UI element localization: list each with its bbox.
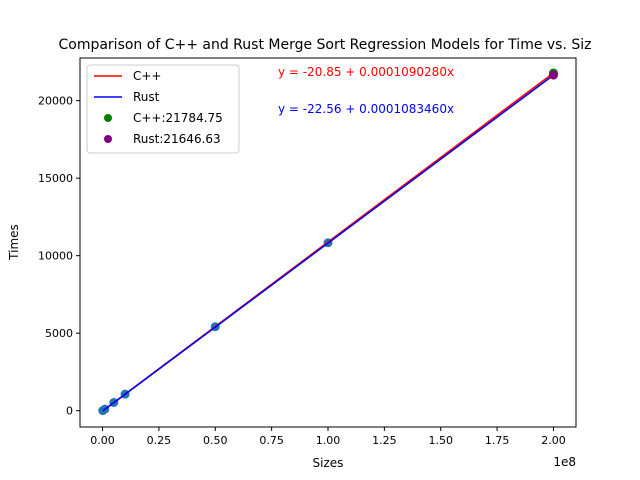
legend-label: C++ xyxy=(133,69,162,83)
highlight-point xyxy=(548,70,558,80)
y-tick-label: 20000 xyxy=(38,95,73,108)
legend-marker-swatch xyxy=(104,114,112,122)
y-tick-label: 15000 xyxy=(38,172,73,185)
x-axis-label: Sizes xyxy=(313,456,344,470)
y-axis-ticks: 0 5000 10000 15000 20000 xyxy=(38,95,80,418)
chart-title: Comparison of C++ and Rust Merge Sort Re… xyxy=(58,37,591,53)
x-tick-label: 0.00 xyxy=(90,434,115,447)
regression-equation: y = -22.56 + 0.0001083460x xyxy=(278,102,454,116)
regression-equation: y = -20.85 + 0.0001090280x xyxy=(278,65,454,79)
y-tick-label: 10000 xyxy=(38,250,73,263)
legend-label: Rust:21646.63 xyxy=(133,132,221,146)
regression-equations: y = -20.85 + 0.0001090280x y = -22.56 + 0… xyxy=(278,65,454,116)
x-tick-label: 0.75 xyxy=(259,434,284,447)
legend-box xyxy=(86,64,240,154)
y-tick-label: 5000 xyxy=(45,327,73,340)
x-tick-label: 0.25 xyxy=(147,434,172,447)
data-marks xyxy=(98,68,558,416)
legend-label: Rust xyxy=(133,90,160,104)
regression-line-rust xyxy=(102,74,554,412)
plot-area xyxy=(79,57,577,428)
y-axis-label: Times xyxy=(7,224,21,261)
x-axis-ticks: 0.00 0.25 0.50 0.75 1.00 1.25 1.50 1.75 2.00 xyxy=(90,427,566,447)
x-axis-offset-text: 1e8 xyxy=(553,455,576,469)
legend-label: C++:21784.75 xyxy=(133,111,223,125)
x-tick-label: 1.50 xyxy=(428,434,453,447)
legend: C++ Rust C++:21784.75 Rust:21646.63 xyxy=(86,64,240,154)
x-tick-label: 1.75 xyxy=(485,434,510,447)
y-tick-label: 0 xyxy=(66,405,73,418)
x-tick-label: 1.25 xyxy=(372,434,397,447)
legend-marker-swatch xyxy=(104,135,112,143)
x-tick-label: 0.50 xyxy=(203,434,228,447)
x-tick-label: 2.00 xyxy=(541,434,566,447)
x-tick-label: 1.00 xyxy=(316,434,341,447)
